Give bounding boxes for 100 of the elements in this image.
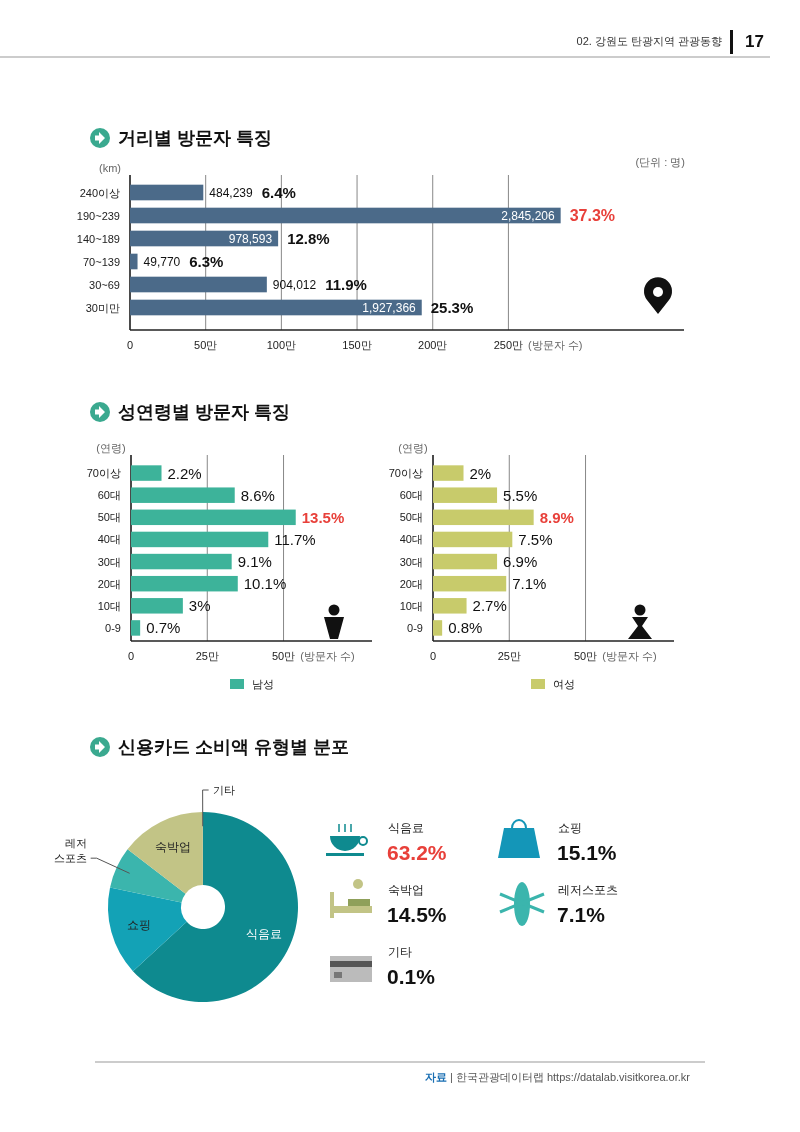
- annotation: 6.3%: [189, 253, 224, 270]
- bar: [433, 487, 498, 503]
- donut-slice: [127, 812, 203, 894]
- legend-label: 남성: [252, 678, 274, 690]
- x-tick-label: 250만: [493, 339, 524, 351]
- y-tick-label: 50대: [399, 511, 423, 524]
- text: 13.5%: [301, 508, 345, 526]
- text: 02. 강원도 탄광지역 관광동향: [576, 35, 722, 47]
- text: 9.1%: [237, 553, 272, 571]
- y-tick-label: 30대: [97, 555, 121, 568]
- y-axis-title: (km): [99, 162, 121, 174]
- bar: [131, 465, 162, 481]
- chart-title: 거리별 방문자 특징: [118, 128, 273, 148]
- y-tick-label: 0-9: [105, 621, 121, 634]
- y-tick-label: 60대: [399, 489, 423, 502]
- bar: [131, 575, 238, 592]
- donut-slice: [108, 887, 187, 972]
- annotation: 2,845,206: [501, 208, 555, 223]
- annotation: 484,239: [209, 185, 253, 200]
- text: 숙박업: [388, 883, 424, 897]
- text: 5.5%: [503, 486, 538, 504]
- text: 63.2%: [387, 840, 447, 864]
- y-tick-label: 20대: [97, 577, 121, 590]
- x-tick-label: 200만: [418, 339, 448, 351]
- text: 6.9%: [503, 553, 538, 571]
- text: 7.5%: [518, 530, 553, 548]
- annotation: 904,012: [272, 277, 317, 292]
- x-axis-title: (방문자 수): [528, 339, 583, 351]
- chart-title: 성연령별 방문자 특징: [118, 402, 291, 422]
- slice-label: 식음료: [245, 926, 282, 941]
- y-tick-label: 30대: [399, 555, 423, 568]
- y-tick-label: 30미만: [85, 301, 120, 314]
- y-axis-title: (연령): [96, 442, 126, 454]
- text: 10.1%: [243, 575, 287, 593]
- slice-label: 숙박업: [155, 840, 192, 855]
- bar: [433, 531, 513, 548]
- text: 자료 | 한국관광데이터랩 https://datalab.visitkorea.or.kr: [424, 1071, 691, 1083]
- slice-label: 쇼핑: [126, 917, 151, 932]
- y-tick-label: 70~139: [82, 255, 120, 268]
- y-tick-label: 40대: [97, 533, 121, 546]
- bar: [131, 620, 141, 636]
- text: 쇼핑: [558, 821, 582, 835]
- text: 0.8%: [448, 619, 483, 637]
- x-tick-label: 0: [127, 650, 135, 662]
- bar: [131, 487, 235, 503]
- text: 0.7%: [146, 619, 181, 637]
- text: 17: [745, 31, 764, 51]
- text: 2.2%: [167, 464, 202, 482]
- text: 0.1%: [387, 964, 436, 988]
- y-tick-label: 50대: [97, 511, 121, 524]
- bar: [131, 531, 269, 548]
- y-tick-label: 190~239: [76, 209, 120, 222]
- annotation: 1,927,366: [362, 300, 417, 315]
- annotation: 37.3%: [569, 207, 616, 224]
- bar: [130, 184, 204, 201]
- text: 3%: [188, 597, 211, 615]
- bar: [433, 509, 534, 526]
- annotation: 25.3%: [430, 299, 474, 316]
- slice-label: 레저스포츠: [53, 836, 87, 864]
- y-tick-label: 40대: [399, 533, 423, 546]
- y-tick-label: 240이상: [79, 186, 120, 199]
- bar: [130, 276, 267, 293]
- slice-label: 기타: [212, 784, 235, 796]
- x-tick-label: 50만: [573, 650, 598, 662]
- y-tick-label: 10대: [399, 599, 423, 612]
- annotation: 11.9%: [325, 276, 367, 293]
- bar: [131, 509, 296, 526]
- y-tick-label: 70이상: [86, 467, 121, 480]
- x-tick-label: 25만: [195, 650, 219, 662]
- text: 15.1%: [557, 840, 617, 864]
- annotation: 978,593: [228, 231, 273, 246]
- text: 2.7%: [472, 597, 507, 615]
- x-axis-title: (방문자 수): [300, 650, 355, 662]
- y-tick-label: 60대: [97, 489, 121, 502]
- bar: [433, 620, 443, 636]
- bar: [433, 575, 507, 592]
- y-tick-label: 10대: [97, 599, 121, 612]
- text: 8.9%: [539, 508, 574, 526]
- text: 11.7%: [274, 530, 316, 548]
- bar: [130, 253, 138, 270]
- x-tick-label: 25만: [497, 650, 521, 662]
- text: 레저스포츠: [558, 883, 618, 897]
- text: 식음료: [388, 821, 424, 835]
- bar: [131, 553, 232, 570]
- x-axis-title: (방문자 수): [602, 650, 657, 662]
- y-tick-label: 70이상: [388, 467, 423, 480]
- y-axis-title: (연령): [398, 442, 428, 454]
- text: 7.1%: [512, 575, 547, 593]
- x-tick-label: 0: [429, 650, 437, 662]
- bar: [130, 207, 561, 224]
- x-tick-label: 50만: [271, 650, 296, 662]
- legend-label: 여성: [553, 678, 575, 690]
- y-tick-label: 30~69: [89, 278, 120, 291]
- bar: [433, 465, 464, 481]
- bar: [131, 598, 183, 614]
- y-tick-label: 140~189: [76, 232, 120, 245]
- x-tick-label: 0: [126, 339, 134, 351]
- text: 8.6%: [240, 486, 275, 504]
- y-tick-label: 0-9: [407, 621, 423, 634]
- chart-title: 신용카드 소비액 유형별 분포: [118, 737, 350, 757]
